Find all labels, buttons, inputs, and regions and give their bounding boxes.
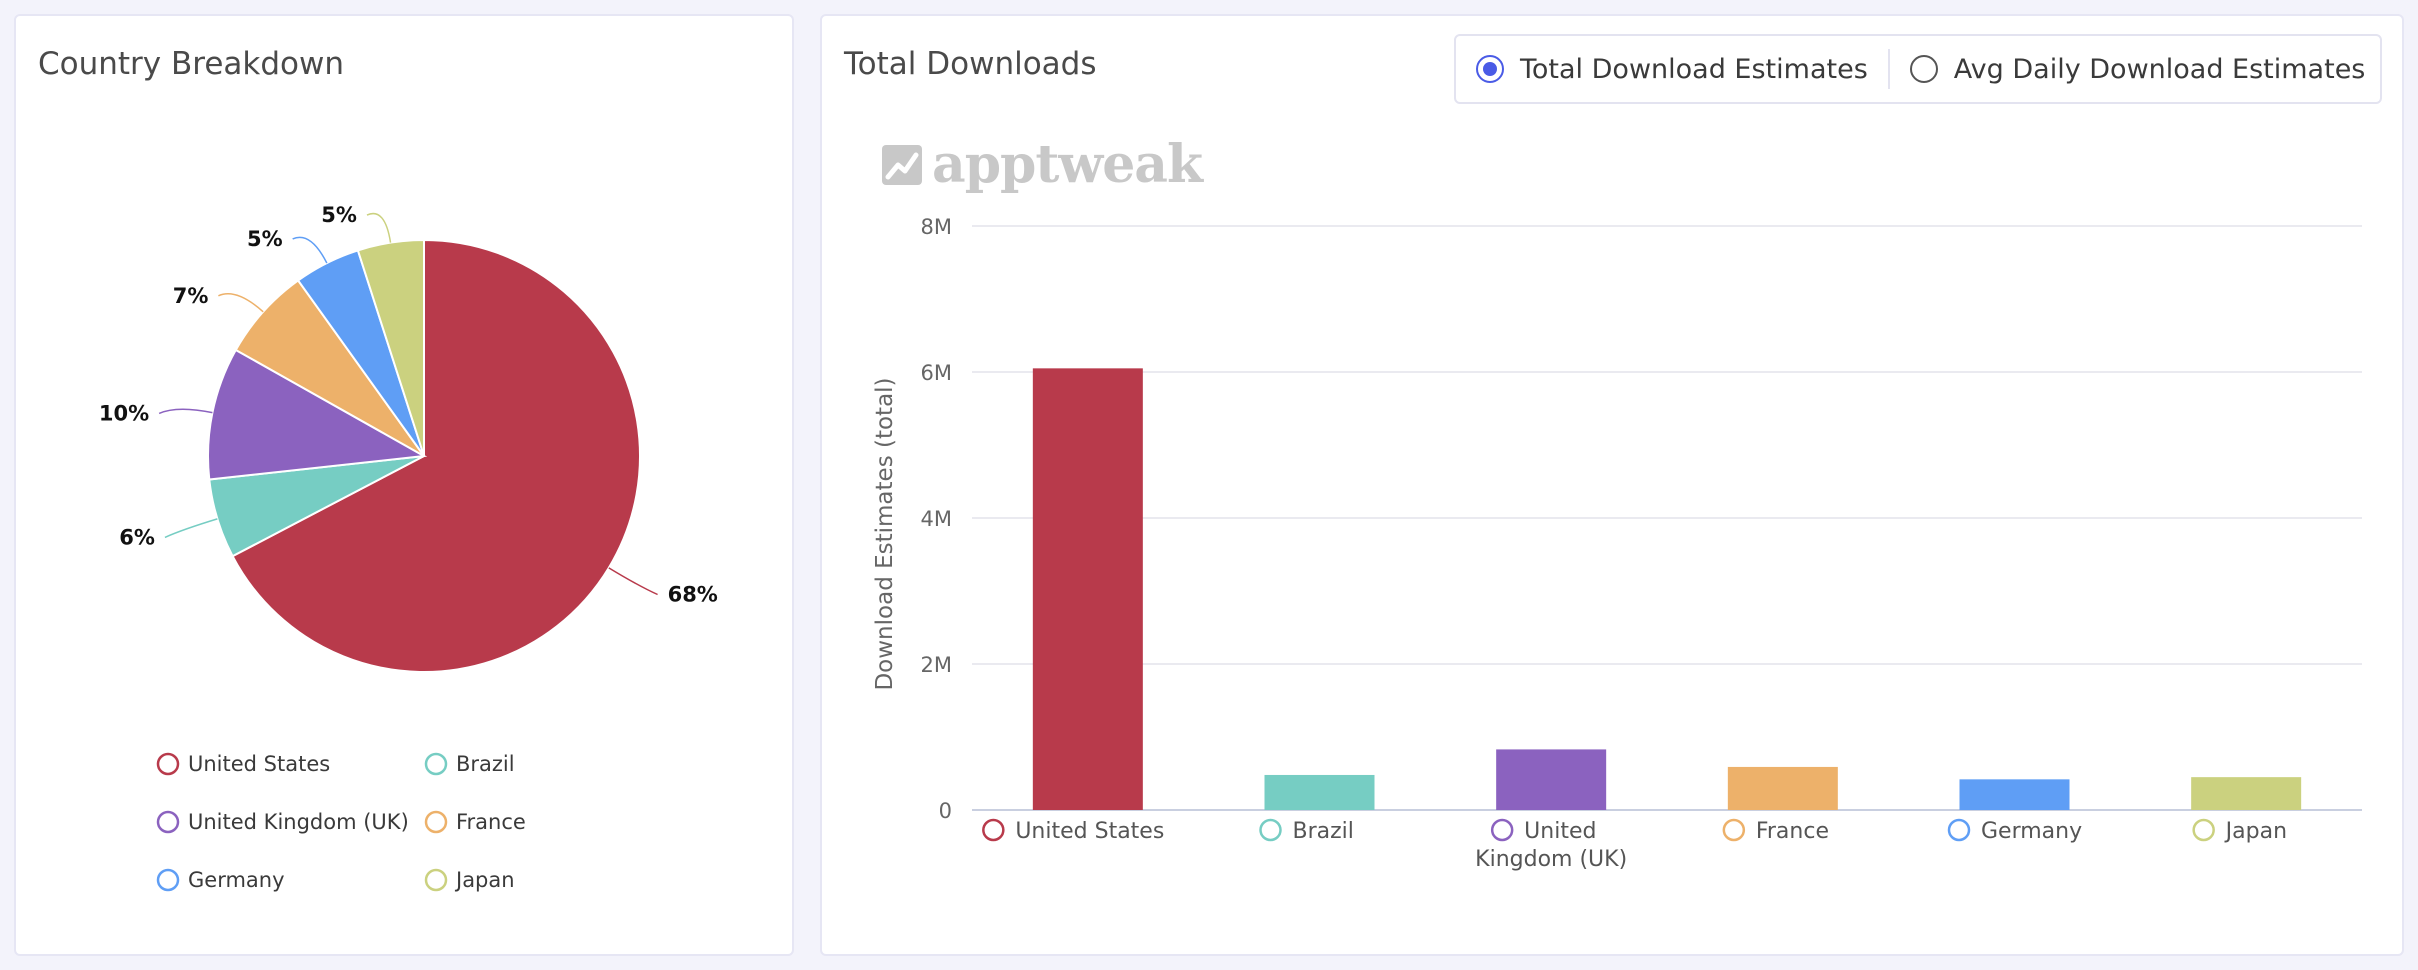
x-category-label: Germany [1981,819,2082,844]
total-downloads-bar-chart: 0 2M 4M 6M 8M Download Estimates (total) Unite… [872,215,2362,872]
total-downloads-panel: Total Downloads Total Download Estimates… [820,14,2404,956]
x-category-label: Kingdom (UK) [1475,847,1627,872]
y-tick-label: 2M [921,653,952,677]
legend-circle-icon [156,810,180,834]
pie-legend-item-united-kingdom-uk[interactable]: United Kingdom (UK) [156,810,409,834]
x-category-brazil[interactable]: Brazil [1259,818,1354,844]
legend-circle-icon [2192,818,2215,842]
pie-legend-item-germany[interactable]: Germany [156,868,285,892]
legend-circle-icon [982,818,1005,842]
pie-legend-label: United Kingdom (UK) [188,810,409,834]
x-category-japan[interactable]: Japan [2192,818,2287,844]
pie-legend-label: Germany [188,868,285,892]
pie-connector-united-states [608,567,658,596]
bar-germany[interactable] [1959,779,2070,810]
y-tick-label: 4M [921,507,952,531]
total-downloads-title: Total Downloads [844,46,1097,82]
legend-circle-icon [424,752,448,776]
pie-legend-label: Japan [454,868,515,892]
pie-label-japan: 5% [321,203,357,227]
pie-legend-item-japan[interactable]: Japan [424,868,515,892]
y-tick-label: 0 [939,799,952,823]
avg-daily-download-estimates-option[interactable]: Avg Daily Download Estimates [1887,49,2386,89]
pie-slice-united-kingdom-uk[interactable] [207,348,428,481]
pie-connector-brazil [164,518,218,539]
pie-label-france: 7% [173,284,209,308]
x-category-label: United States [1015,819,1164,844]
apptweak-watermark: apptweak [882,134,1203,195]
y-tick-label: 6M [921,361,952,385]
pie-connector-united-kingdom-uk [158,408,213,415]
bar-brazil[interactable] [1264,774,1375,810]
bar-france[interactable] [1727,766,1838,810]
pie-label-united-kingdom-uk: 10% [99,401,149,425]
y-axis-title: Download Estimates (total) [872,377,898,690]
y-tick-label: 8M [921,215,952,239]
download-estimate-toggle[interactable]: Total Download Estimates Avg Daily Downl… [1454,34,2382,104]
pie-legend-item-france[interactable]: France [424,810,526,834]
legend-circle-icon [1490,818,1514,842]
pie-label-brazil: 6% [119,525,155,549]
radio-unselected-icon[interactable] [1909,55,1938,83]
pie-label-germany: 5% [247,227,283,251]
x-category-germany[interactable]: Germany [1947,818,2082,844]
bar-japan[interactable] [2191,777,2302,810]
x-category-france[interactable]: France [1722,818,1829,844]
radio-selected-icon[interactable] [1476,55,1504,83]
legend-circle-icon [1947,818,1971,842]
x-category-united-kingdom-uk[interactable]: United Kingdom (UK) [1475,818,1627,872]
pie-legend-label: France [456,810,526,834]
pie-legend-item-united-states[interactable]: United States [156,752,330,776]
country-breakdown-pie-chart: 68% 6% 10% 7% 5% 5% United States Brazil United … [99,203,718,892]
avg-daily-download-estimates-label: Avg Daily Download Estimates [1953,53,2366,85]
pie-legend-label: Brazil [456,752,515,776]
x-category-label: Brazil [1293,819,1354,844]
x-category-label: Japan [2224,819,2287,844]
pie-slice-united-states[interactable] [231,238,641,673]
country-breakdown-title: Country Breakdown [38,46,345,82]
legend-circle-icon [156,752,180,776]
x-category-label: France [1756,819,1829,844]
legend-circle-icon [424,810,448,834]
pie-legend-item-brazil[interactable]: Brazil [424,752,515,776]
x-category-label: United [1524,819,1596,844]
pie-connector-germany [292,236,328,264]
pie-connector-japan [366,212,392,243]
bar-united-kingdom-uk[interactable] [1496,749,1607,810]
legend-circle-icon [424,868,448,892]
total-download-estimates-option[interactable]: Total Download Estimates [1456,36,1888,102]
legend-circle-icon [156,868,180,892]
pie-label-united-states: 68% [668,582,718,606]
x-category-united-states[interactable]: United States [982,818,1164,844]
watermark-text: apptweak [932,134,1203,195]
legend-circle-icon [1722,818,1746,842]
bar-united-states[interactable] [1032,368,1143,810]
pie-connector-france [218,293,264,313]
pie-legend-label: United States [188,752,330,776]
total-download-estimates-label: Total Download Estimates [1520,53,1868,85]
legend-circle-icon [1259,818,1282,842]
chart-trend-icon [882,144,922,185]
country-breakdown-panel: Country Breakdown 68% 6% 10% 7% 5% 5% United S… [14,14,794,956]
